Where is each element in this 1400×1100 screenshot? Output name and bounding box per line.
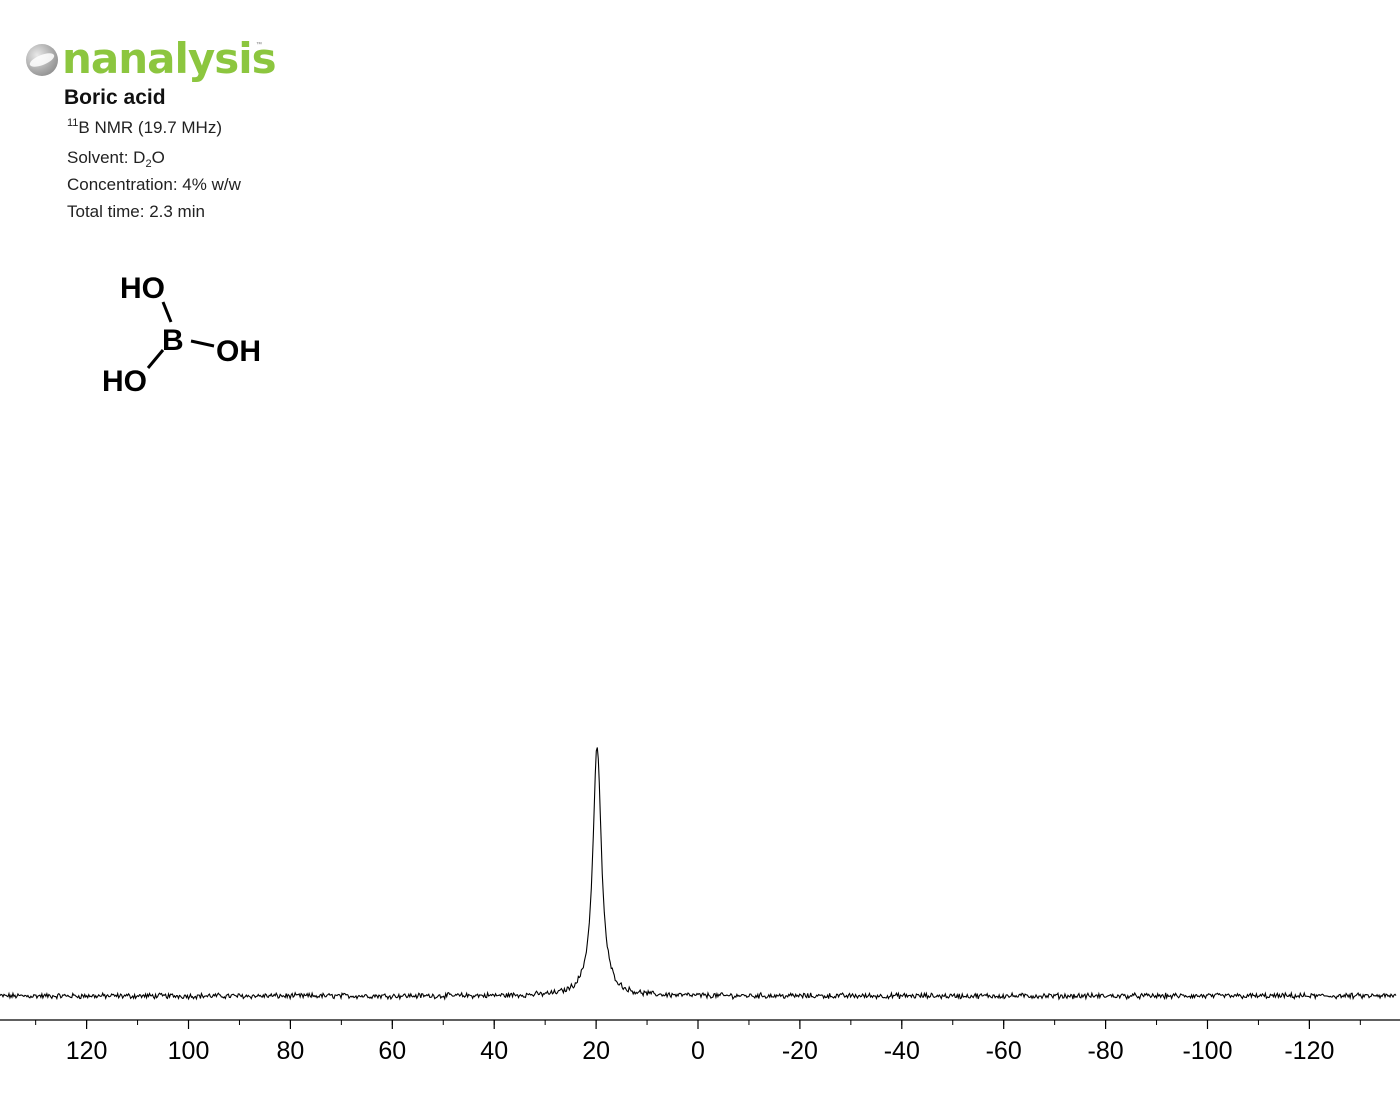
logo-trademark: ™ <box>256 42 262 48</box>
structure-boron: B <box>162 324 184 357</box>
bond-b-oh-bottom <box>146 349 165 369</box>
x-tick-label: 80 <box>277 1037 305 1065</box>
nucleus-mass-number: 11 <box>67 117 79 129</box>
x-tick-label: -120 <box>1284 1037 1334 1065</box>
bond-b-oh-right <box>190 339 215 348</box>
concentration-info: Concentration: 4% w/w <box>67 175 241 194</box>
spectrum-trace-layer <box>0 747 1397 1001</box>
boric-acid-structure: HO B OH HO <box>102 272 261 398</box>
solvent-info: Solvent: D2O <box>67 148 165 170</box>
structure-oh-right: OH <box>216 335 261 368</box>
x-tick-label: 100 <box>168 1037 210 1065</box>
x-tick-label: 60 <box>378 1037 406 1065</box>
solvent-prefix: Solvent: D <box>67 148 146 167</box>
structure-ho-bottom: HO <box>102 365 147 398</box>
solvent-suffix: O <box>151 148 165 167</box>
x-tick-label: -40 <box>884 1037 920 1065</box>
x-tick-label: -80 <box>1088 1037 1124 1065</box>
x-axis: 120 100 80 60 40 20 0 -20 -40 -60 -80 -100 -120 <box>0 1019 1400 1065</box>
compound-name: Boric acid <box>64 86 166 109</box>
logo-text: nanalysis <box>62 34 277 83</box>
total-time-info: Total time: 2.3 min <box>67 202 205 221</box>
x-tick-label: -20 <box>782 1037 818 1065</box>
nanalysis-logo: nanalysis ™ <box>24 34 277 84</box>
solvent-subscript: 2 <box>145 158 152 170</box>
x-tick-label: 20 <box>582 1037 610 1065</box>
spectrum-trace <box>0 747 1397 1001</box>
bond-b-oh-top <box>161 301 173 323</box>
x-tick-label: -60 <box>986 1037 1022 1065</box>
x-tick-label: 120 <box>66 1037 108 1065</box>
x-tick-label: 0 <box>691 1037 705 1065</box>
nucleus-line-text: B NMR (19.7 MHz) <box>78 118 222 137</box>
structure-ho-top: HO <box>120 272 165 305</box>
x-tick-label: -100 <box>1182 1037 1232 1065</box>
nucleus-info: 11B NMR (19.7 MHz) <box>67 117 222 138</box>
x-tick-label: 40 <box>480 1037 508 1065</box>
